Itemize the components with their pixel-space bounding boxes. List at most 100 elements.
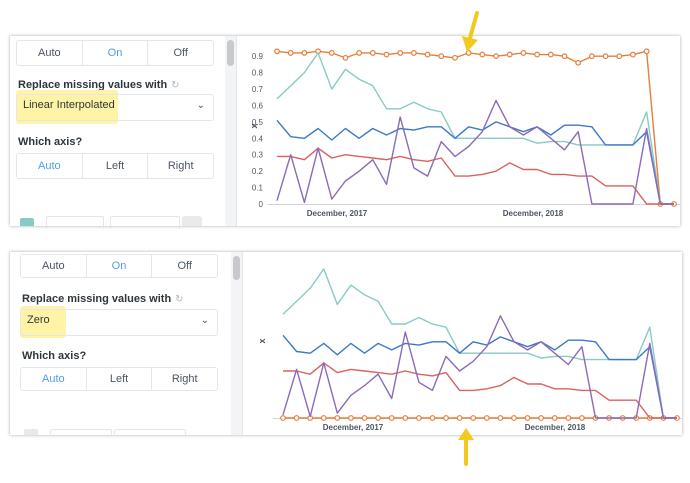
series-point-orange: [602, 53, 609, 60]
annotation-arrow-down: [462, 11, 479, 52]
sidebar-scrollbar[interactable]: [225, 36, 236, 226]
series-point-orange: [388, 415, 395, 421]
series-point-orange: [497, 415, 504, 421]
missing-values-selected: Zero: [27, 314, 50, 326]
y-tick-label: 0.7: [252, 85, 264, 94]
which-axis-right[interactable]: Right: [167, 160, 194, 172]
series-point-orange: [493, 53, 499, 60]
x-tick-label: December, 2017: [323, 423, 384, 432]
series-point-orange: [452, 54, 458, 61]
y-tick-label: 0.4: [252, 134, 264, 143]
chevron-down-icon: ⌄: [196, 100, 205, 111]
divider: [242, 252, 243, 435]
scrollbar-thumb[interactable]: [233, 256, 240, 280]
axis-off-button[interactable]: Off: [177, 260, 192, 272]
series-point-orange: [328, 50, 335, 56]
series-point-orange: [588, 53, 595, 60]
series-line-red: [277, 147, 674, 205]
input-fragment: [46, 216, 104, 229]
series-point-orange: [397, 50, 404, 56]
axis-auto-button[interactable]: Auto: [17, 41, 83, 65]
series-line-blue: [276, 119, 674, 205]
series-point-orange: [438, 53, 445, 60]
y-tick-label: 0.9: [252, 52, 264, 61]
axis-display-toggle: Auto On Off: [20, 254, 218, 278]
series-point-orange: [293, 415, 300, 421]
which-axis-toggle: Auto Left Right: [20, 367, 218, 391]
series-point-orange: [410, 50, 417, 56]
series-point-orange: [301, 50, 308, 56]
which-axis-right[interactable]: Right: [171, 373, 198, 385]
series-line-red: [283, 362, 677, 419]
chevron-down-icon: ⌄: [200, 315, 209, 326]
color-swatch[interactable]: [20, 218, 34, 226]
series-point-orange: [534, 51, 541, 58]
series-point-orange: [470, 415, 477, 421]
swatch-fragment: [24, 429, 38, 435]
series-point-orange: [383, 51, 390, 58]
toolbar-fragment: [110, 216, 180, 229]
series-point-orange: [575, 59, 582, 66]
scrollbar-thumb[interactable]: [227, 40, 234, 66]
series-point-orange: [348, 415, 354, 421]
series-point-orange: [547, 51, 554, 58]
series-point-orange: [524, 415, 531, 421]
series-line-orange: [276, 50, 674, 205]
series-point-orange: [506, 51, 513, 58]
which-axis-toggle: Auto Left Right: [16, 153, 214, 179]
missing-values-label: Replace missing values with ↻: [18, 79, 180, 91]
series-point-orange: [415, 415, 422, 421]
line-chart-zero: x December, 2017 December, 2018: [257, 268, 682, 432]
series-point-orange: [616, 53, 623, 60]
which-axis-left[interactable]: Left: [87, 368, 153, 390]
which-axis-label: Which axis?: [22, 350, 87, 362]
refresh-icon[interactable]: ↻: [171, 80, 180, 91]
series-point-orange: [342, 54, 349, 61]
series-point-orange: [565, 415, 572, 421]
series-point-orange: [511, 415, 517, 421]
y-tick-label: 0: [259, 200, 264, 209]
series-point-orange: [520, 50, 527, 56]
series-point-orange: [538, 415, 545, 421]
axis-on-button[interactable]: On: [83, 41, 149, 65]
missing-values-select[interactable]: Linear Interpolated ⌄: [16, 94, 214, 121]
y-axis-label: x: [249, 123, 259, 128]
line-chart-linear: x 0 0.1 0.2 0.3 0.4 0.5 0.6 0.7 0.8 0.9 December, 2…: [249, 48, 680, 218]
y-tick-label: 0.6: [252, 101, 264, 110]
divider: [236, 36, 237, 226]
series-point-orange: [280, 415, 286, 421]
which-axis-auto[interactable]: Auto: [17, 154, 83, 178]
axis-on-button[interactable]: On: [87, 255, 153, 277]
axis-off-button[interactable]: Off: [173, 47, 188, 59]
series-point-orange: [443, 415, 449, 421]
series-point-orange: [320, 415, 327, 421]
settings-panel-zero: Auto On Off Replace missing values with ↻…: [10, 252, 682, 436]
highlight-marker: [20, 306, 66, 338]
which-axis-auto[interactable]: Auto: [21, 368, 87, 390]
settings-panel-linear: Auto On Off Replace missing values with ↻…: [10, 36, 680, 229]
missing-values-select[interactable]: Zero ⌄: [20, 309, 218, 336]
series-line-purple: [282, 315, 677, 419]
x-tick-label: December, 2017: [307, 209, 368, 218]
missing-values-label: Replace missing values with ↻: [22, 293, 184, 305]
series-point-orange: [356, 50, 363, 56]
which-axis-left[interactable]: Left: [83, 154, 149, 178]
series-point-orange: [578, 415, 585, 421]
y-tick-label: 0.1: [252, 184, 264, 193]
series-point-orange: [551, 415, 558, 421]
settings-sidebar: Auto On Off Replace missing values with ↻…: [10, 36, 225, 229]
series-point-orange: [429, 415, 436, 421]
axis-display-toggle: Auto On Off: [16, 40, 214, 66]
series-point-orange: [561, 53, 568, 60]
axis-auto-button[interactable]: Auto: [21, 255, 87, 277]
y-tick-label: 0.8: [252, 69, 264, 78]
series-point-orange: [643, 48, 650, 55]
series-line-purple: [276, 99, 674, 205]
x-tick-label: December, 2018: [503, 209, 564, 218]
y-tick-label: 0.2: [252, 167, 264, 176]
toolbar-button-fragment[interactable]: [182, 216, 202, 226]
sidebar-scrollbar[interactable]: [231, 252, 242, 435]
series-point-orange: [483, 415, 490, 421]
y-tick-label: 0.3: [252, 151, 264, 160]
refresh-icon[interactable]: ↻: [175, 294, 184, 305]
